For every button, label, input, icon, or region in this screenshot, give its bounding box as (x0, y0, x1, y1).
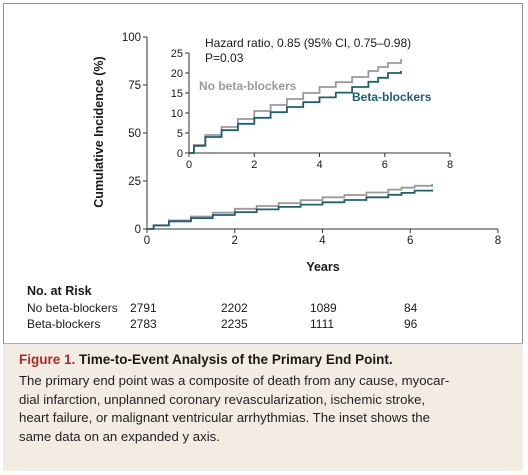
inset-y-tick-label: 5 (177, 128, 183, 140)
figure-title: Time-to-Event Analysis of the Primary En… (79, 352, 393, 367)
caption-body: The primary end point was a composite of… (19, 372, 507, 446)
main-series-line-beta-blockers (147, 189, 434, 230)
caption-line: heart failure, or malignant ventricular … (19, 410, 430, 425)
caption-heading: Figure 1. Time-to-Event Analysis of the … (19, 352, 507, 367)
caption-line: same data on an expanded y axis. (19, 428, 220, 444)
risk-cell: 2235 (221, 317, 248, 331)
risk-table-title: No. at Risk (27, 284, 92, 298)
inset-x-tick-label: 6 (382, 159, 388, 171)
caption-line: dial infarction, unplanned coronary reva… (19, 391, 426, 407)
risk-row-label: No beta-blockers (27, 301, 118, 315)
main-y-tick-label: 50 (128, 128, 141, 140)
risk-cell: 96 (404, 317, 418, 331)
x-axis-label: Years (306, 260, 339, 274)
caption-line: The primary end point was a composite of… (19, 373, 450, 388)
risk-cell: 2202 (221, 301, 248, 315)
main-x-tick-label: 4 (319, 235, 326, 247)
cumulative-incidence-chart: 0 25 50 75 100 0 2 4 6 8 0 5 10 15 20 25 0 2 4 6 8 Cumulati… (92, 32, 501, 274)
inset-x-tick-label: 8 (447, 159, 453, 171)
inset-y-tick-label: 15 (171, 88, 183, 100)
main-y-tick-label: 100 (122, 32, 141, 44)
inset-axes: 0 5 10 15 20 25 0 2 4 6 8 (171, 48, 453, 171)
inset-series-line-no-beta-blockers (189, 59, 402, 154)
risk-cell: 1111 (310, 317, 335, 331)
inset-y-tick-label: 25 (171, 48, 183, 60)
inset-x-tick-label: 4 (316, 159, 322, 171)
risk-row-beta-blockers: Beta-blockers 2783 2235 1111 96 (27, 317, 507, 333)
main-y-tick-label: 25 (128, 176, 141, 188)
series-label-beta-blockers: Beta-blockers (352, 90, 432, 104)
main-x-tick-label: 0 (144, 235, 150, 247)
main-y-tick-label: 0 (135, 224, 141, 236)
y-axis-label: Cumulative Incidence (%) (92, 56, 106, 207)
inset-y-tick-label: 10 (171, 108, 183, 120)
risk-table: No. at Risk No beta-blockers 2791 2202 1… (27, 284, 507, 333)
inset-x-tick-label: 2 (251, 159, 257, 171)
risk-cell: 2791 (130, 301, 157, 315)
figure-label: Figure 1. (19, 352, 76, 367)
risk-cell: 1089 (310, 301, 337, 315)
inset-y-tick-label: 0 (177, 148, 183, 160)
main-x-tick-label: 2 (232, 235, 238, 247)
hazard-ratio-annotation: Hazard ratio, 0.85 (95% CI, 0.75–0.98) (205, 36, 411, 50)
main-y-tick-label: 75 (128, 80, 141, 92)
risk-cell: 84 (404, 301, 418, 315)
risk-row-label: Beta-blockers (27, 317, 101, 331)
series-label-no-beta-blockers: No beta-blockers (199, 79, 297, 93)
p-value-annotation: P=0.03 (205, 51, 244, 65)
main-x-tick-label: 6 (407, 235, 413, 247)
figure-caption: Figure 1. Time-to-Event Analysis of the … (3, 343, 523, 471)
risk-row-no-beta-blockers: No beta-blockers 2791 2202 1089 84 (27, 301, 507, 317)
inset-y-tick-label: 20 (171, 68, 183, 80)
risk-cell: 2783 (130, 317, 157, 331)
inset-x-tick-label: 0 (186, 159, 192, 171)
main-x-tick-label: 8 (495, 235, 501, 247)
inset-series-line-beta-blockers (189, 71, 402, 154)
